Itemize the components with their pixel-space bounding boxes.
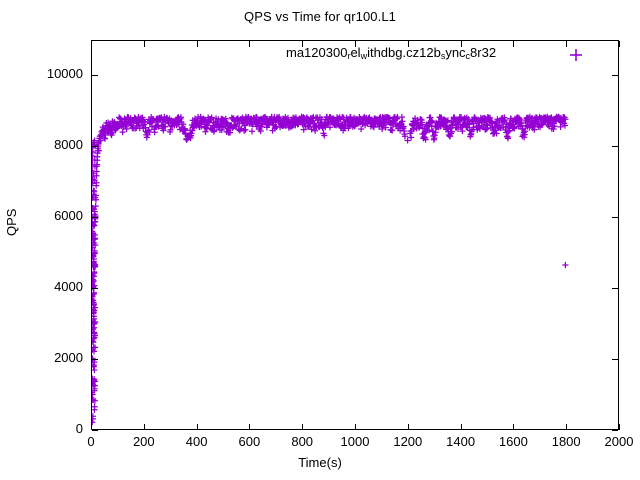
y-tick-mark-right: [612, 146, 618, 148]
y-tick-mark: [92, 359, 98, 361]
y-tick-mark-right: [612, 75, 618, 77]
x-tick-mark-top: [249, 41, 251, 47]
x-tick-mark: [143, 424, 145, 430]
scatter-series-canvas: [92, 113, 569, 426]
chart-title: QPS vs Time for qr100.L1: [244, 9, 396, 24]
y-tick-mark: [92, 146, 98, 148]
x-tick-mark-top: [143, 41, 145, 47]
y-tick-mark-right: [612, 217, 618, 219]
y-tick-mark-right: [612, 359, 618, 361]
x-tick-mark: [460, 424, 462, 430]
y-tick-mark: [92, 430, 98, 431]
x-tick-mark-top: [407, 41, 409, 47]
y-tick-mark-right: [612, 430, 618, 431]
x-tick-mark: [513, 424, 515, 430]
x-tick-mark-top: [355, 41, 356, 47]
x-tick-mark-top: [302, 41, 304, 47]
y-tick-mark-right: [612, 288, 618, 290]
legend-marker-plus-icon: [569, 48, 583, 62]
y-tick-mark: [92, 217, 98, 219]
y-tick-mark: [92, 75, 98, 77]
x-axis-label: Time(s): [298, 455, 342, 470]
x-tick-mark: [355, 424, 356, 430]
legend: ma120300relwithdbg.cz12bsyncc8r32: [286, 45, 582, 61]
x-tick-mark-top: [460, 41, 462, 47]
x-tick-mark: [91, 424, 92, 430]
x-tick-mark-top: [91, 41, 92, 47]
x-tick-mark: [566, 424, 568, 430]
y-tick-mark: [92, 288, 98, 290]
x-tick-mark: [302, 424, 304, 430]
x-tick-mark: [619, 424, 620, 430]
x-tick-mark-top: [196, 41, 198, 47]
x-tick-mark: [249, 424, 251, 430]
plot-area: [91, 40, 619, 430]
legend-entry-label: ma120300relwithdbg.cz12bsyncc8r32: [286, 45, 497, 61]
x-tick-mark: [407, 424, 409, 430]
x-tick-mark-top: [513, 41, 515, 47]
x-tick-mark-top: [619, 41, 620, 47]
x-tick-mark-top: [566, 41, 568, 47]
y-axis-label: QPS: [4, 208, 19, 236]
x-tick-mark: [196, 424, 198, 430]
